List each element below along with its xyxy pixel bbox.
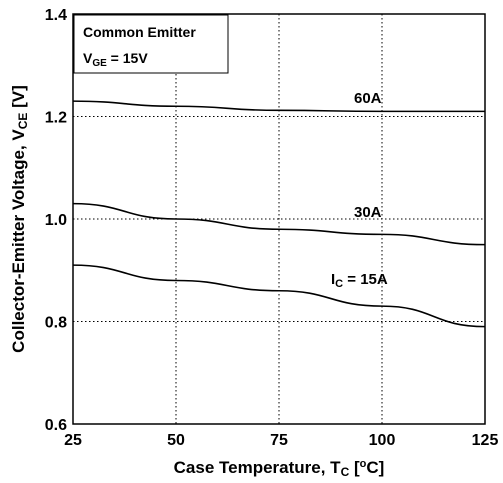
- series-line-15a: [72, 264, 486, 328]
- series-label-60a: 60A: [354, 90, 382, 107]
- x-axis-title-sub: C: [341, 465, 350, 479]
- series-label-30a: 30A: [354, 204, 382, 221]
- series-line-30a: [72, 202, 486, 246]
- x-tick-labels: 25 50 75 100 125: [64, 432, 498, 449]
- legend-line-2-main: V: [83, 50, 93, 66]
- series-label-15a-main: I: [331, 271, 335, 288]
- x-tick-label: 50: [167, 432, 185, 449]
- x-tick-label: 25: [64, 432, 82, 449]
- y-tick-labels: 0.6 0.8 1.0 1.2 1.4: [45, 7, 67, 434]
- legend-box-frame: [73, 14, 229, 74]
- y-axis-title: Collector-Emitter Voltage, VCE [V]: [9, 85, 30, 353]
- y-axis-title-sub: CE: [16, 113, 30, 130]
- y-axis-title-end: [V]: [9, 85, 28, 112]
- legend-line-2: VGE = 15V: [83, 50, 148, 69]
- series-label-15a-sub: C: [335, 278, 343, 290]
- legend-line-1: Common Emitter: [83, 24, 196, 40]
- series-label-15a-end: = 15A: [343, 271, 388, 288]
- y-tick-label: 1.0: [45, 212, 67, 229]
- x-tick-label: 125: [472, 432, 499, 449]
- y-axis-title-main: Collector-Emitter Voltage, V: [9, 129, 28, 353]
- series-label-15a: IC = 15A: [331, 271, 388, 290]
- series-lines: [72, 100, 486, 328]
- plot-frame: [72, 13, 486, 425]
- series-line-60a: [72, 100, 486, 113]
- legend-line-2-end: = 15V: [107, 50, 149, 66]
- x-axis-title: Case Temperature, TC [oC]: [174, 458, 385, 479]
- x-axis-title-main: Case Temperature, T: [174, 458, 342, 477]
- grid: [73, 14, 485, 424]
- y-tick-label: 0.8: [45, 315, 67, 332]
- legend-box: Common Emitter VGE = 15V: [73, 14, 229, 74]
- x-axis-title-sup: o: [360, 458, 367, 470]
- x-axis-title-end: C]: [366, 458, 384, 477]
- legend-line-2-sub: GE: [92, 58, 107, 69]
- x-axis-title-mid: [: [349, 458, 360, 477]
- x-tick-label: 100: [369, 432, 396, 449]
- y-tick-label: 1.4: [45, 7, 67, 24]
- x-tick-label: 75: [270, 432, 288, 449]
- y-tick-label: 0.6: [45, 417, 67, 434]
- y-tick-label: 1.2: [45, 110, 67, 127]
